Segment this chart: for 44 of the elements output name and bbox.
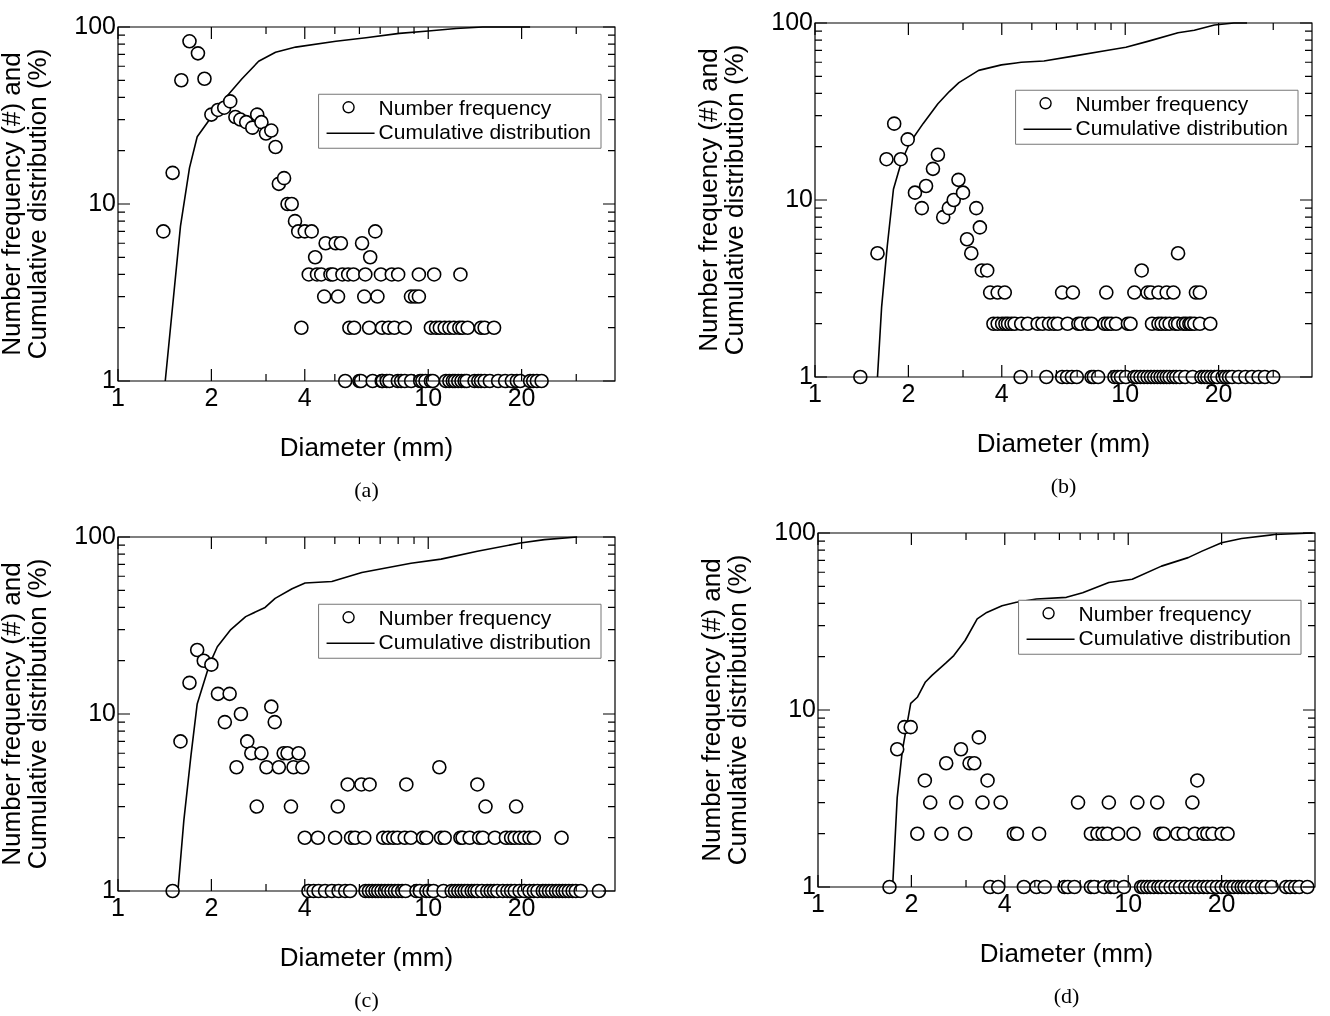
y-axis-title: Number frequency (#) and Cumulative distribution (%) — [696, 554, 753, 866]
y-axis-title: Number frequency (#) and Cumulative distribution (%) — [0, 558, 53, 870]
y-tick-label: 10 — [88, 697, 116, 726]
x-tick-label: 10 — [1111, 378, 1140, 407]
x-tick-label: 10 — [414, 382, 443, 411]
y-tick-label: 100 — [74, 520, 116, 549]
x-tick-label: 4 — [997, 888, 1012, 917]
legend-label: Cumulative distribution — [378, 120, 592, 144]
x-tick-label: 4 — [297, 892, 312, 921]
y-axis-title: Number frequency (#) and Cumulative distribution (%) — [0, 48, 53, 360]
legend-label: Number frequency — [1075, 92, 1249, 116]
y-tick-label: 100 — [74, 10, 116, 39]
text: (a) — [354, 476, 379, 502]
x-axis-title: Diameter (mm) — [279, 941, 454, 972]
y-tick-label: 10 — [88, 187, 116, 216]
x-axis-title: Diameter (mm) — [976, 427, 1151, 458]
x-axis-title: Diameter (mm) — [979, 937, 1154, 968]
x-tick-label: 2 — [204, 892, 219, 921]
legend-label: Cumulative distribution — [1075, 116, 1289, 140]
legend-label: Number frequency — [1078, 602, 1252, 626]
x-tick-label: 10 — [1114, 888, 1143, 917]
x-tick-label: 4 — [994, 378, 1009, 407]
x-tick-label: 2 — [901, 378, 916, 407]
text: (b) — [1050, 472, 1077, 498]
x-tick-label: 2 — [904, 888, 919, 917]
y-tick-label: 100 — [774, 516, 816, 545]
x-tick-label: 2 — [204, 382, 219, 411]
y-tick-label: 100 — [771, 6, 813, 35]
legend-label: Cumulative distribution — [378, 630, 592, 654]
x-tick-label: 20 — [507, 382, 536, 411]
legend-label: Number frequency — [378, 606, 552, 630]
y-tick-label: 10 — [785, 183, 813, 212]
x-tick-label: 20 — [507, 892, 536, 921]
x-tick-label: 10 — [414, 892, 443, 921]
x-tick-label: 20 — [1207, 888, 1236, 917]
text: (d) — [1053, 982, 1080, 1008]
legend-label: Number frequency — [378, 96, 552, 120]
y-axis-title: Number frequency (#) and Cumulative distribution (%) — [693, 44, 750, 356]
legend-label: Cumulative distribution — [1078, 626, 1292, 650]
x-axis-title: Diameter (mm) — [279, 431, 454, 462]
text: (c) — [354, 986, 379, 1012]
x-tick-label: 4 — [297, 382, 312, 411]
y-tick-label: 10 — [788, 693, 816, 722]
x-tick-label: 20 — [1204, 378, 1233, 407]
